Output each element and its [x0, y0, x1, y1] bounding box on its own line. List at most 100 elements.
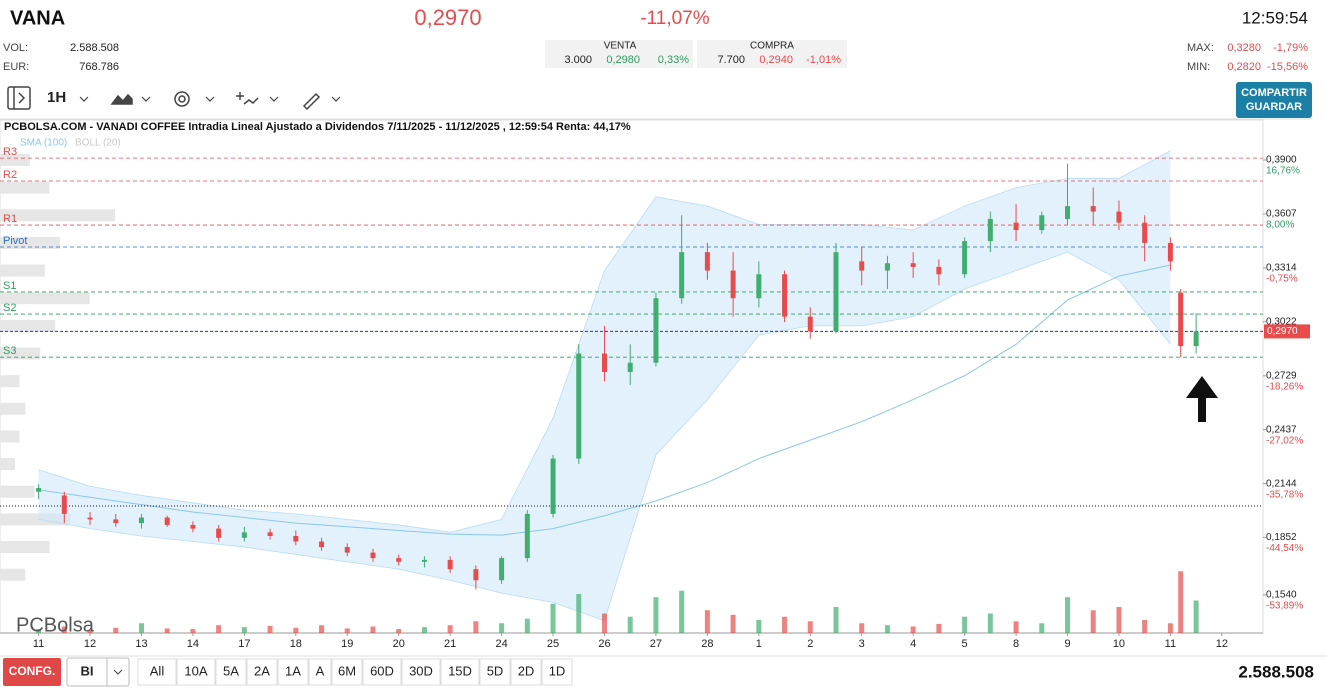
candle-body [884, 263, 890, 271]
chart-title: PCBOLSA.COM - VANADI COFFEE Intradia Lin… [4, 121, 631, 133]
x-tick-label: 27 [650, 638, 662, 650]
volume-bar [421, 627, 427, 633]
period-label: 15D [448, 663, 472, 678]
candle-body [987, 218, 993, 242]
candle-body [1039, 215, 1045, 231]
period-button[interactable] [246, 658, 278, 686]
interval[interactable]: 1H [47, 89, 66, 106]
pivot-label: R3 [3, 146, 17, 158]
candle-body [550, 458, 556, 514]
x-tick-label: 28 [701, 638, 713, 650]
chart-type[interactable] [110, 93, 133, 105]
candle-body [576, 353, 582, 459]
volume-bar [1065, 597, 1071, 633]
volume-bar [447, 625, 453, 633]
volume-bar [344, 628, 350, 633]
volume-profile-bar [0, 458, 15, 471]
candle-body [1090, 206, 1096, 212]
volume-bar [936, 623, 942, 633]
y-tick-change: -35,78% [1266, 489, 1303, 500]
volume-profile-bar [0, 181, 50, 194]
venta-pct: 0,33% [658, 54, 689, 66]
volume-profile-bar [0, 292, 90, 305]
period-label: 5A [223, 663, 239, 678]
candle-body [936, 266, 942, 275]
indicators[interactable] [236, 92, 259, 105]
x-tick-label: 18 [290, 638, 302, 650]
period-button[interactable] [308, 658, 332, 686]
y-tick-change: -27,02% [1266, 435, 1303, 446]
x-tick-label: 11 [1165, 638, 1176, 650]
period-button[interactable] [137, 658, 177, 686]
candle-body [653, 298, 659, 363]
price: 0,2970 [414, 5, 481, 30]
volume-bar [61, 626, 67, 633]
candle-body [293, 535, 299, 542]
candle-body [216, 528, 222, 538]
min-pct: -15,56% [1267, 61, 1308, 73]
y-tick-change: 8,00% [1266, 220, 1294, 231]
period-button[interactable] [362, 658, 402, 686]
candle-body [396, 558, 402, 562]
period-button[interactable] [440, 658, 480, 686]
volume-bar [216, 625, 222, 633]
min: 0,2820 [1227, 61, 1261, 73]
candle-body [1142, 222, 1148, 243]
vol: 2.588.508 [70, 42, 119, 54]
period-button[interactable] [479, 658, 511, 686]
total-volume: 2.588.508 [1238, 662, 1314, 681]
candle-body [756, 274, 762, 299]
period-label: 6M [338, 663, 356, 678]
x-tick-label: 20 [393, 638, 405, 650]
volume-bar [138, 623, 144, 633]
period-button[interactable] [176, 658, 216, 686]
volume-bar [833, 607, 839, 633]
x-tick-label: 5 [962, 638, 968, 650]
volume-bar [164, 628, 170, 633]
mode-select[interactable] [66, 657, 130, 687]
sidebar-toggle[interactable] [7, 86, 31, 110]
candle-body [1167, 242, 1173, 262]
period-button[interactable] [215, 658, 247, 686]
candle-body [704, 252, 710, 271]
volume-bar [370, 626, 376, 633]
candle-body [61, 495, 67, 514]
y-tick-change: -53,89% [1266, 601, 1303, 612]
period-button[interactable] [510, 658, 542, 686]
drawing[interactable] [302, 92, 321, 111]
y-tick-label: 0,2729 [1266, 370, 1297, 381]
time: 12:59:54 [1242, 8, 1308, 27]
candle-body [344, 547, 350, 553]
volume-bar [782, 616, 788, 633]
volume-bar [113, 627, 119, 633]
x-tick-label: 8 [1013, 638, 1019, 650]
x-tick-label: 3 [859, 638, 865, 650]
share-button[interactable] [1236, 82, 1312, 118]
x-tick-label: 2 [807, 638, 813, 650]
period-button[interactable] [331, 658, 363, 686]
eur-label: EUR: [3, 61, 29, 73]
candle-body [524, 513, 530, 559]
candle-body [962, 241, 968, 275]
period-button[interactable] [541, 658, 573, 686]
config-button[interactable] [3, 658, 61, 686]
volume-profile-bar [0, 264, 45, 277]
volume-profile-bar [0, 541, 50, 554]
settings[interactable] [174, 91, 190, 107]
volume-bar [679, 590, 685, 633]
volume-profile-bar [0, 319, 56, 332]
volume-bar [524, 618, 530, 633]
period-button[interactable] [401, 658, 441, 686]
pivot-label: S2 [3, 302, 16, 314]
volume-bar [473, 621, 479, 633]
x-tick-label: 11 [33, 638, 44, 650]
candle-body [473, 569, 479, 581]
period-label: 30D [409, 663, 433, 678]
sma-legend: SMA (100) [20, 138, 67, 149]
period-button[interactable] [277, 658, 309, 686]
candle-body [730, 270, 736, 299]
toolbar [7, 86, 341, 111]
max-label: MAX: [1187, 42, 1214, 54]
logo: PCBolsa [16, 614, 95, 636]
